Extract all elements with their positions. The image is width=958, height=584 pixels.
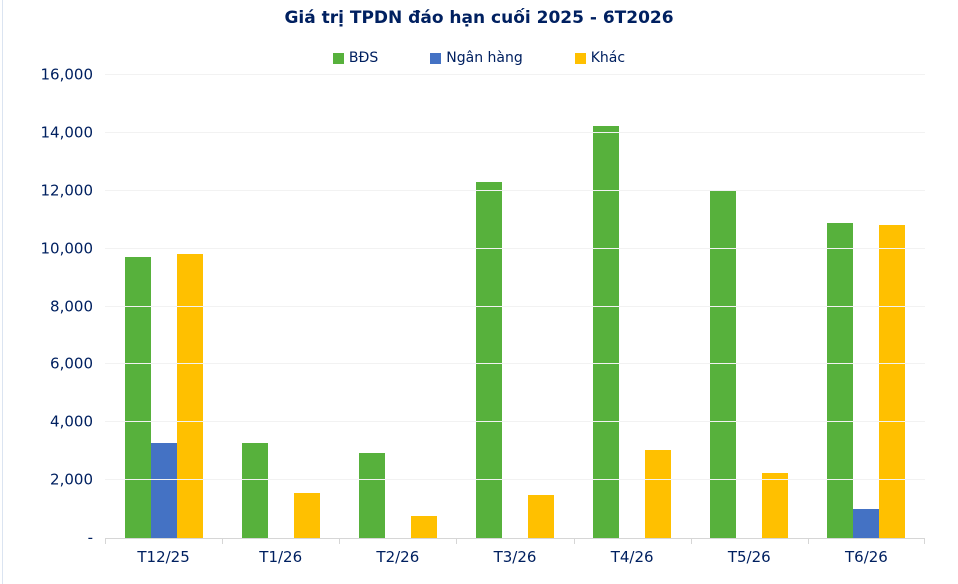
gridline <box>105 74 925 75</box>
x-axis-tick <box>807 538 809 544</box>
legend-swatch-bds-icon <box>332 52 344 64</box>
x-axis-tick <box>339 538 341 544</box>
x-tick-label: T12/25 <box>137 548 190 566</box>
y-tick-label: 14,000 <box>40 123 94 142</box>
legend-item-khac: Khác <box>574 50 626 66</box>
bar <box>593 125 620 538</box>
y-tick-label: 12,000 <box>40 181 94 200</box>
gridline <box>105 189 925 191</box>
y-axis: - 2,000 4,000 6,000 8,000 10,000 12,000 14,000 1… <box>0 67 94 545</box>
plot-area <box>105 74 925 544</box>
bar <box>358 452 385 538</box>
y-tick-label: 16,000 <box>40 65 94 84</box>
gridline <box>105 421 925 423</box>
bar <box>293 493 320 538</box>
bar <box>124 257 151 538</box>
x-tick-label: T5/26 <box>727 548 771 566</box>
x-tick-label: T3/26 <box>493 548 537 566</box>
y-tick-label: 8,000 <box>50 297 93 315</box>
x-tick-label: T2/26 <box>376 548 420 566</box>
y-tick-label: - <box>87 528 93 547</box>
bar <box>475 182 502 538</box>
legend-label-khac: Khác <box>590 50 626 66</box>
y-tick-label: 6,000 <box>50 354 93 373</box>
bar-group-t6-26 <box>808 75 925 538</box>
gridline <box>105 305 925 307</box>
x-axis-tick <box>924 538 925 544</box>
gridline <box>105 479 925 481</box>
bar <box>645 449 672 538</box>
bar <box>879 225 906 538</box>
legend-item-bds: BĐS <box>332 50 379 66</box>
legend-swatch-khac-icon <box>574 52 586 64</box>
bar-group-t2-26 <box>339 75 456 538</box>
left-edge-line <box>2 0 3 584</box>
bar <box>241 442 268 538</box>
bar <box>410 516 437 538</box>
bar-group-t4-26 <box>574 75 691 538</box>
bar <box>710 190 737 538</box>
x-axis-tick <box>690 538 692 544</box>
y-tick-label: 4,000 <box>50 412 93 431</box>
bar <box>150 442 177 538</box>
gridline <box>105 363 925 365</box>
bar-groups <box>105 75 925 538</box>
x-axis-tick <box>456 538 458 544</box>
bar <box>762 472 789 538</box>
x-tick-label: T6/26 <box>844 548 888 566</box>
gridline <box>105 247 925 249</box>
x-axis-tick <box>573 538 575 544</box>
bar-group-t12-25 <box>105 75 222 538</box>
y-tick-label: 10,000 <box>40 239 94 258</box>
legend-label-bds: BĐS <box>348 50 379 66</box>
bar-group-t5-26 <box>691 75 808 538</box>
x-tick-label: T1/26 <box>259 548 303 566</box>
bar-group-t3-26 <box>456 75 573 538</box>
chart-title: Giá trị TPDN đáo hạn cuối 2025 - 6T2026 <box>284 8 674 28</box>
x-axis-tick <box>105 538 106 544</box>
legend-swatch-ngan-hang-icon <box>430 52 442 64</box>
chart-legend: BĐS Ngân hàng Khác <box>0 50 958 66</box>
bar <box>853 509 880 538</box>
x-tick-label: T4/26 <box>610 548 654 566</box>
bar-group-t1-26 <box>222 75 339 538</box>
bar <box>176 254 203 538</box>
y-tick-label: 2,000 <box>50 470 93 489</box>
x-axis: T12/25 T1/26 T2/26 T3/26 T4/26 T5/26 T6/26 <box>105 548 925 566</box>
x-axis-tick <box>222 538 224 544</box>
legend-item-ngan-hang: Ngân hàng <box>430 50 523 66</box>
gridline <box>105 131 925 133</box>
legend-label-ngan-hang: Ngân hàng <box>446 50 523 66</box>
bar <box>827 222 854 538</box>
bar <box>527 494 554 538</box>
